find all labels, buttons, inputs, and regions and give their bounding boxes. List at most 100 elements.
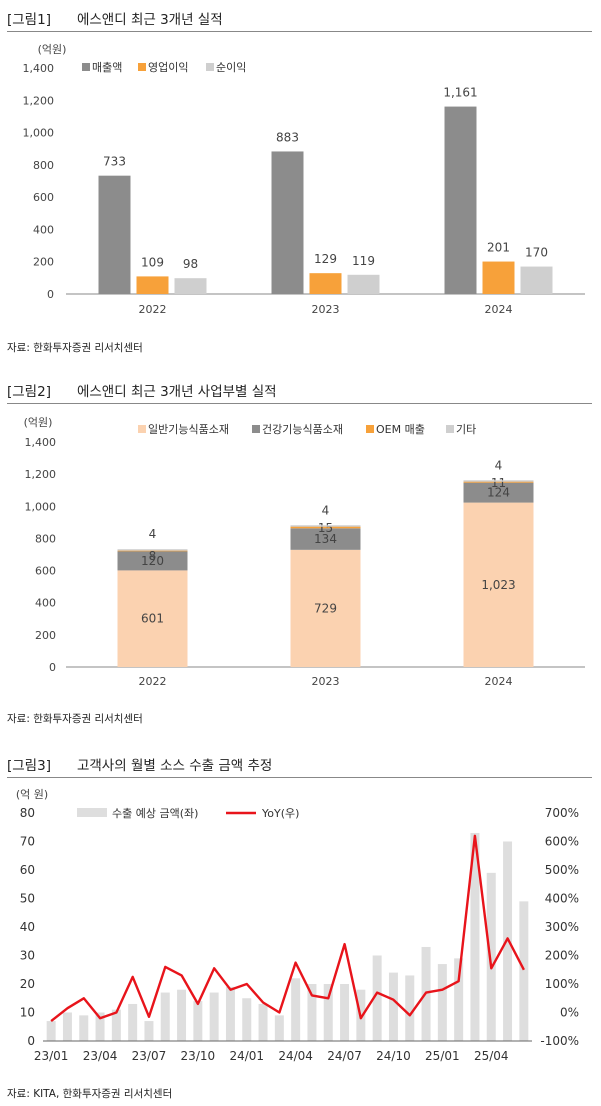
bar-export xyxy=(242,998,252,1041)
legend-label: 일반기능식품소재 xyxy=(148,422,229,436)
bar-export xyxy=(177,989,187,1041)
bar-export xyxy=(46,1021,56,1041)
figure-1-title: [그림1] 에스앤디 최근 3개년 실적 xyxy=(7,8,223,28)
bar-segment-건강기능식품소재 xyxy=(290,528,361,550)
figure-3-title: [그림3] 고객사의 월별 소스 수출 금액 추정 xyxy=(7,754,272,774)
legend-swatch xyxy=(446,425,454,433)
x-tick-label: 24/04 xyxy=(278,1049,313,1063)
y-axis-unit: (억원) xyxy=(24,416,53,429)
data-label: 119 xyxy=(352,254,375,268)
x-tick-label: 23/10 xyxy=(181,1049,216,1063)
bar-export xyxy=(209,992,219,1041)
legend-label: 순이익 xyxy=(216,61,246,74)
legend-swatch xyxy=(138,425,146,433)
y-tick-right: 600% xyxy=(545,835,579,849)
bar-export xyxy=(225,986,235,1041)
x-tick-label: 2023 xyxy=(312,303,340,316)
legend-swatch xyxy=(252,425,260,433)
legend-label: OEM 매출 xyxy=(376,423,425,436)
data-label: 124 xyxy=(487,486,510,500)
figure-3-source: 자료: KITA, 한화투자증권 리서치센터 xyxy=(7,1088,173,1100)
figure-2-source: 자료: 한화투자증권 리서치센터 xyxy=(7,713,143,725)
legend-swatch xyxy=(82,63,90,71)
y-tick-right: 0% xyxy=(560,1006,579,1020)
figure-1-rule xyxy=(7,31,592,32)
data-label: 4 xyxy=(149,527,157,541)
x-tick-label: 25/01 xyxy=(425,1049,460,1063)
data-label: 201 xyxy=(487,241,510,255)
y-tick-label: 800 xyxy=(35,532,56,545)
x-tick-label: 2022 xyxy=(139,675,167,688)
x-tick-label: 24/10 xyxy=(376,1049,411,1063)
y-tick-right: 100% xyxy=(545,977,579,991)
bar-segment-일반기능식품소재 xyxy=(463,502,534,667)
y-tick-left: 30 xyxy=(20,949,35,963)
figure-3-tag: [그림3] xyxy=(7,758,51,774)
data-label: 120 xyxy=(141,554,164,568)
bar-segment-OEM 매출 xyxy=(463,480,534,483)
data-label: 134 xyxy=(314,532,337,546)
y-tick-right: 500% xyxy=(545,863,579,877)
bar-segment-건강기능식품소재 xyxy=(463,482,534,503)
data-label: 733 xyxy=(103,155,126,169)
y-tick-label: 600 xyxy=(33,191,54,204)
bar-export xyxy=(486,872,496,1041)
y-tick-left: 0 xyxy=(27,1034,35,1048)
legend-label: YoY(우) xyxy=(261,807,299,820)
bar-export xyxy=(79,1015,89,1041)
y-tick-label: 400 xyxy=(33,223,54,236)
bar-영업이익 xyxy=(136,276,169,294)
y-tick-label: 200 xyxy=(35,629,56,642)
bar-segment-일반기능식품소재 xyxy=(290,549,361,667)
data-label: 98 xyxy=(183,257,198,271)
x-tick-label: 2024 xyxy=(485,303,513,316)
data-label: 883 xyxy=(276,130,299,144)
y-tick-label: 600 xyxy=(35,565,56,578)
legend-swatch xyxy=(206,63,214,71)
y-axis-unit: (억원) xyxy=(38,43,67,56)
y-tick-left: 80 xyxy=(20,806,35,820)
legend-label: 수출 예상 금액(좌) xyxy=(112,807,198,820)
bar-매출액 xyxy=(98,175,131,294)
data-label: 1,023 xyxy=(481,578,515,592)
y-tick-right: -100% xyxy=(540,1034,579,1048)
x-tick-label: 25/04 xyxy=(474,1049,509,1063)
bar-segment-일반기능식품소재 xyxy=(117,570,188,667)
y-tick-label: 1,200 xyxy=(23,94,55,107)
data-label: 4 xyxy=(495,458,503,472)
y-tick-label: 0 xyxy=(49,661,56,674)
y-tick-label: 1,000 xyxy=(23,127,55,140)
legend-swatch xyxy=(138,63,146,71)
bar-export xyxy=(291,978,301,1041)
bar-segment-기타 xyxy=(463,480,534,482)
figure-1-tag: [그림1] xyxy=(7,12,51,28)
x-tick-label: 2023 xyxy=(312,675,340,688)
y-tick-left: 10 xyxy=(20,1006,35,1020)
y-tick-label: 200 xyxy=(33,256,54,269)
x-tick-label: 24/01 xyxy=(229,1049,264,1063)
y-tick-left: 50 xyxy=(20,892,35,906)
data-label: 4 xyxy=(322,503,330,517)
figure-2-title: [그림2] 에스앤디 최근 3개년 사업부별 실적 xyxy=(7,380,277,400)
legend-label: 건강기능식품소재 xyxy=(262,423,343,436)
x-tick-label: 23/07 xyxy=(132,1049,167,1063)
y-tick-left: 70 xyxy=(20,835,35,849)
bar-segment-건강기능식품소재 xyxy=(117,551,188,571)
data-label: 1,161 xyxy=(443,86,477,100)
y-tick-left: 60 xyxy=(20,863,35,877)
bar-export xyxy=(503,841,513,1041)
bar-영업이익 xyxy=(482,261,515,294)
legend-swatch xyxy=(366,425,374,433)
bar-export xyxy=(128,1003,138,1041)
figure-3-rule xyxy=(7,777,592,778)
bar-export xyxy=(340,984,350,1041)
x-tick-label: 23/04 xyxy=(83,1049,118,1063)
bar-export xyxy=(62,1012,72,1041)
bar-export xyxy=(144,1021,154,1041)
bar-순이익 xyxy=(520,266,553,294)
line-yoy xyxy=(50,834,525,1023)
data-label: 601 xyxy=(141,612,164,626)
x-tick-label: 24/07 xyxy=(327,1049,362,1063)
bar-매출액 xyxy=(444,106,477,295)
y-tick-right: 300% xyxy=(545,920,579,934)
